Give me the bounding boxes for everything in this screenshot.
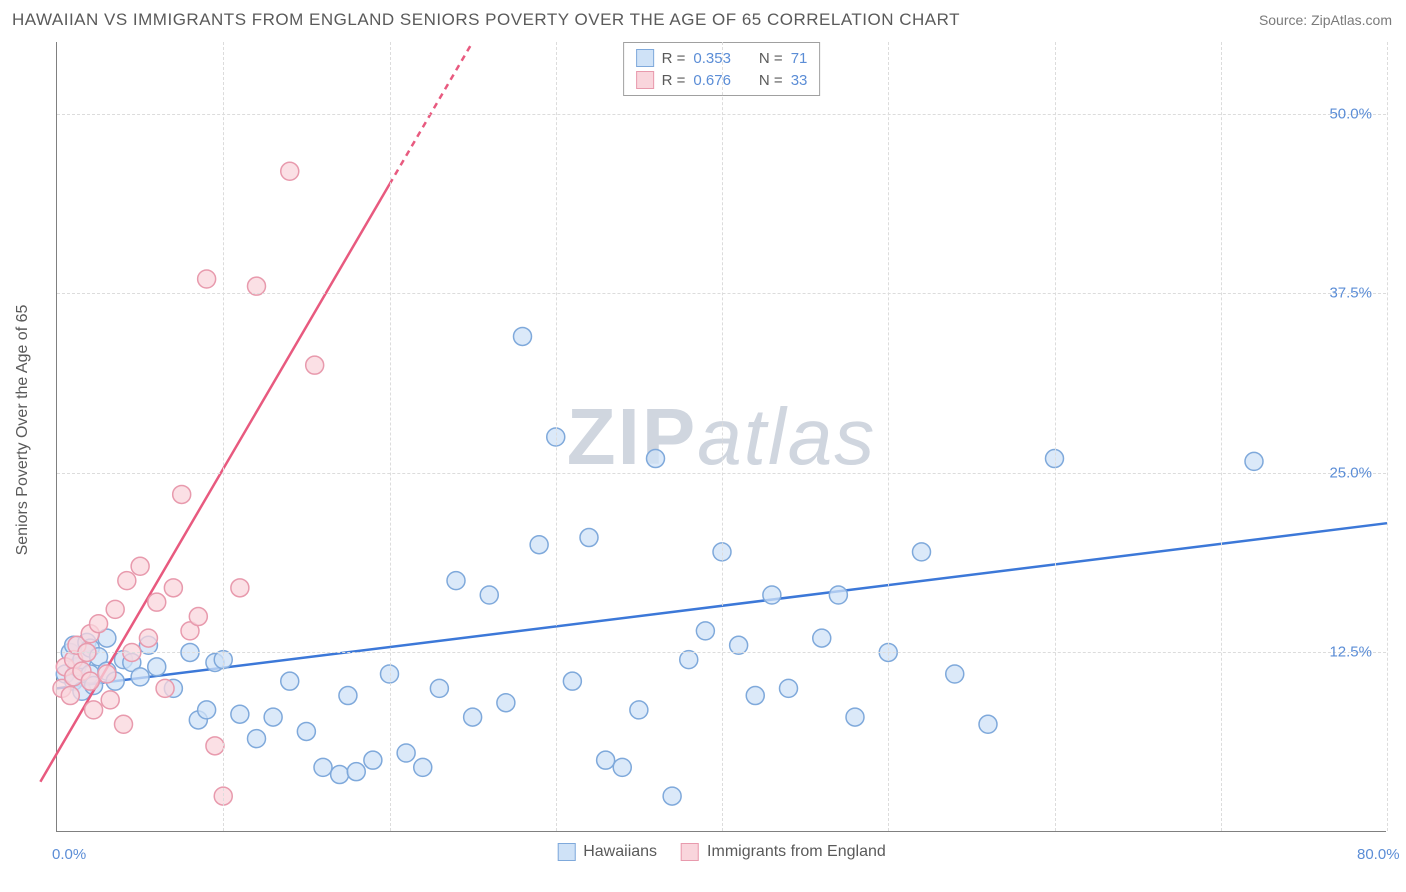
data-point [347, 763, 365, 781]
data-point [231, 705, 249, 723]
data-point [164, 579, 182, 597]
legend-swatch [681, 843, 699, 861]
grid-line-v [390, 42, 391, 831]
legend-r-label: R = [662, 72, 686, 89]
data-point [306, 356, 324, 374]
data-point [430, 679, 448, 697]
data-point [530, 536, 548, 554]
data-point [979, 715, 997, 733]
legend-swatch [636, 71, 654, 89]
grid-line-v [1221, 42, 1222, 831]
data-point [846, 708, 864, 726]
data-point [98, 665, 116, 683]
data-point [414, 758, 432, 776]
data-point [746, 687, 764, 705]
legend-n-label: N = [759, 50, 783, 67]
data-point [464, 708, 482, 726]
source-label: Source: ZipAtlas.com [1259, 12, 1392, 28]
data-point [397, 744, 415, 762]
data-point [106, 600, 124, 618]
grid-line-v [223, 42, 224, 831]
data-point [597, 751, 615, 769]
data-point [563, 672, 581, 690]
data-point [763, 586, 781, 604]
y-tick-label: 50.0% [1329, 105, 1372, 122]
legend-r-value: 0.676 [693, 72, 731, 89]
data-point [118, 572, 136, 590]
chart-container: HAWAIIAN VS IMMIGRANTS FROM ENGLAND SENI… [0, 0, 1406, 892]
data-point [339, 687, 357, 705]
data-point [248, 730, 266, 748]
data-point [331, 766, 349, 784]
data-point [148, 593, 166, 611]
y-tick-label: 37.5% [1329, 285, 1372, 302]
data-point [131, 557, 149, 575]
data-point [480, 586, 498, 604]
data-point [61, 687, 79, 705]
data-point [813, 629, 831, 647]
trend-line [40, 184, 389, 781]
legend-n-value: 33 [791, 72, 808, 89]
data-point [696, 622, 714, 640]
data-point [647, 450, 665, 468]
y-axis-label: Seniors Poverty Over the Age of 65 [14, 305, 32, 556]
data-point [281, 162, 299, 180]
data-point [101, 691, 119, 709]
plot-area: ZIPatlas R = 0.353 N = 71 R = 0.676 N = … [56, 42, 1386, 832]
data-point [514, 327, 532, 345]
data-point [314, 758, 332, 776]
legend-r-label: R = [662, 50, 686, 67]
data-point [198, 701, 216, 719]
data-point [447, 572, 465, 590]
data-point [115, 715, 133, 733]
data-point [189, 608, 207, 626]
data-point [297, 722, 315, 740]
data-point [1245, 452, 1263, 470]
grid-line-v [1387, 42, 1388, 831]
data-point [173, 485, 191, 503]
data-point [580, 529, 598, 547]
data-point [829, 586, 847, 604]
data-point [156, 679, 174, 697]
legend-r-value: 0.353 [693, 50, 731, 67]
legend-series-item: Hawaiians [557, 843, 657, 861]
data-point [139, 629, 157, 647]
data-point [281, 672, 299, 690]
data-point [946, 665, 964, 683]
data-point [131, 668, 149, 686]
data-point [90, 615, 108, 633]
data-point [85, 701, 103, 719]
data-point [264, 708, 282, 726]
legend-swatch [636, 49, 654, 67]
legend-series-label: Immigrants from England [707, 843, 886, 861]
grid-line-v [556, 42, 557, 831]
grid-line-v [1055, 42, 1056, 831]
y-tick-label: 25.0% [1329, 464, 1372, 481]
legend-n-value: 71 [791, 50, 808, 67]
data-point [630, 701, 648, 719]
legend-n-label: N = [759, 72, 783, 89]
data-point [81, 672, 99, 690]
chart-title: HAWAIIAN VS IMMIGRANTS FROM ENGLAND SENI… [12, 10, 960, 30]
data-point [231, 579, 249, 597]
data-point [148, 658, 166, 676]
legend-swatch [557, 843, 575, 861]
data-point [497, 694, 515, 712]
data-point [613, 758, 631, 776]
data-point [206, 737, 224, 755]
legend-series: Hawaiians Immigrants from England [557, 843, 886, 861]
legend-series-label: Hawaiians [583, 843, 657, 861]
x-tick-label: 0.0% [52, 846, 86, 863]
data-point [663, 787, 681, 805]
legend-series-item: Immigrants from England [681, 843, 886, 861]
data-point [364, 751, 382, 769]
x-tick-label: 80.0% [1357, 846, 1400, 863]
data-point [780, 679, 798, 697]
grid-line-v [722, 42, 723, 831]
data-point [198, 270, 216, 288]
data-point [913, 543, 931, 561]
grid-line-v [888, 42, 889, 831]
y-tick-label: 12.5% [1329, 644, 1372, 661]
